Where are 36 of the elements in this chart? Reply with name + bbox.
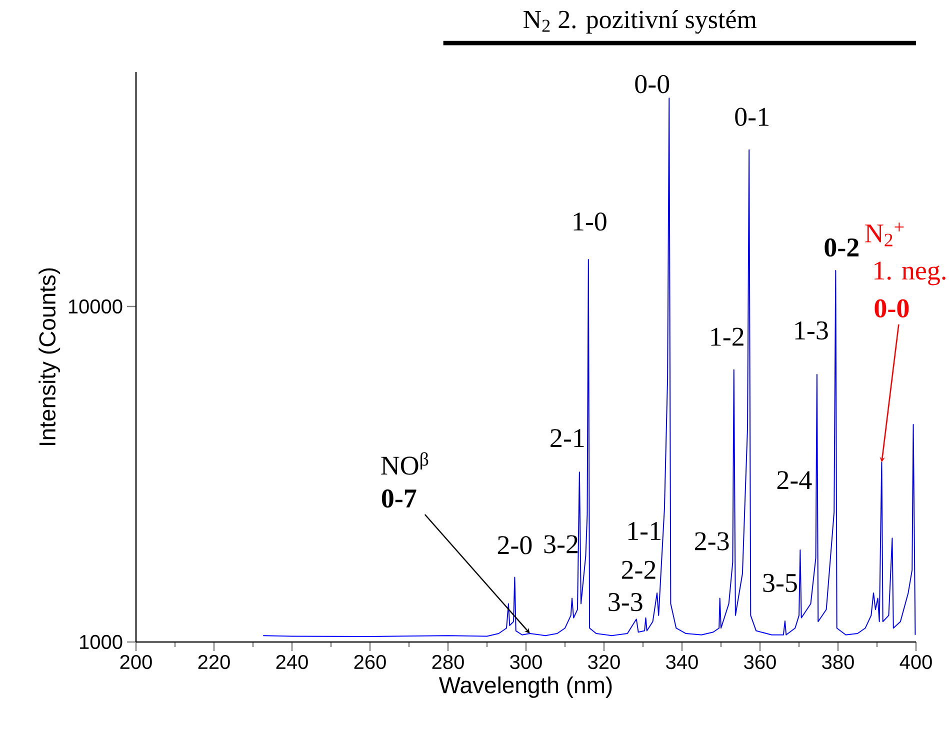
y-axis-title: Intensity (Counts): [38, 268, 60, 445]
annotation: 3-3: [608, 593, 642, 612]
x-tick-label: 220: [198, 654, 230, 670]
annotation: 1-3: [795, 321, 828, 340]
annotation: 0-0: [635, 74, 670, 94]
annotation: 3-2: [544, 535, 578, 554]
annotation: 1-2: [711, 328, 744, 346]
y-tick-label: 1000: [80, 634, 122, 650]
x-tick-label: 240: [276, 654, 308, 670]
annotation: 2-0: [498, 536, 532, 554]
x-tick-label: 320: [588, 654, 620, 670]
annotation: 2-1: [550, 429, 584, 448]
annotation: 0-7: [382, 489, 416, 508]
annotation: 1. neg.: [874, 262, 946, 286]
annotation: 2-2: [622, 560, 656, 579]
x-tick-label: 280: [432, 654, 464, 670]
annotation: 3-5: [763, 574, 797, 592]
annotation: NO$^{β}$: [381, 452, 428, 475]
x-tick-label: 200: [120, 654, 152, 670]
x-tick-label: 300: [510, 654, 542, 670]
annotation: 0-2: [824, 238, 859, 257]
text: N$_{2}$ 2. pozitivní systém: [524, 10, 757, 34]
annotation: 2-4: [777, 471, 812, 489]
annotation: 0-1: [735, 108, 768, 126]
x-tick-label: 400: [900, 654, 932, 670]
x-axis-title: Wavelength (nm): [438, 676, 612, 698]
annotation: 0-0: [874, 299, 909, 318]
annotation: N$_{2}$+: [865, 222, 904, 246]
x-tick-label: 340: [666, 654, 698, 670]
annotation: 1-0: [574, 212, 606, 231]
x-tick-label: 260: [354, 654, 386, 670]
x-tick-label: 360: [744, 654, 776, 670]
annotation: 2-3: [695, 532, 729, 550]
annotation: 1-1: [628, 522, 660, 540]
x-tick-label: 380: [822, 654, 854, 670]
y-tick-label: 10000: [68, 299, 122, 314]
